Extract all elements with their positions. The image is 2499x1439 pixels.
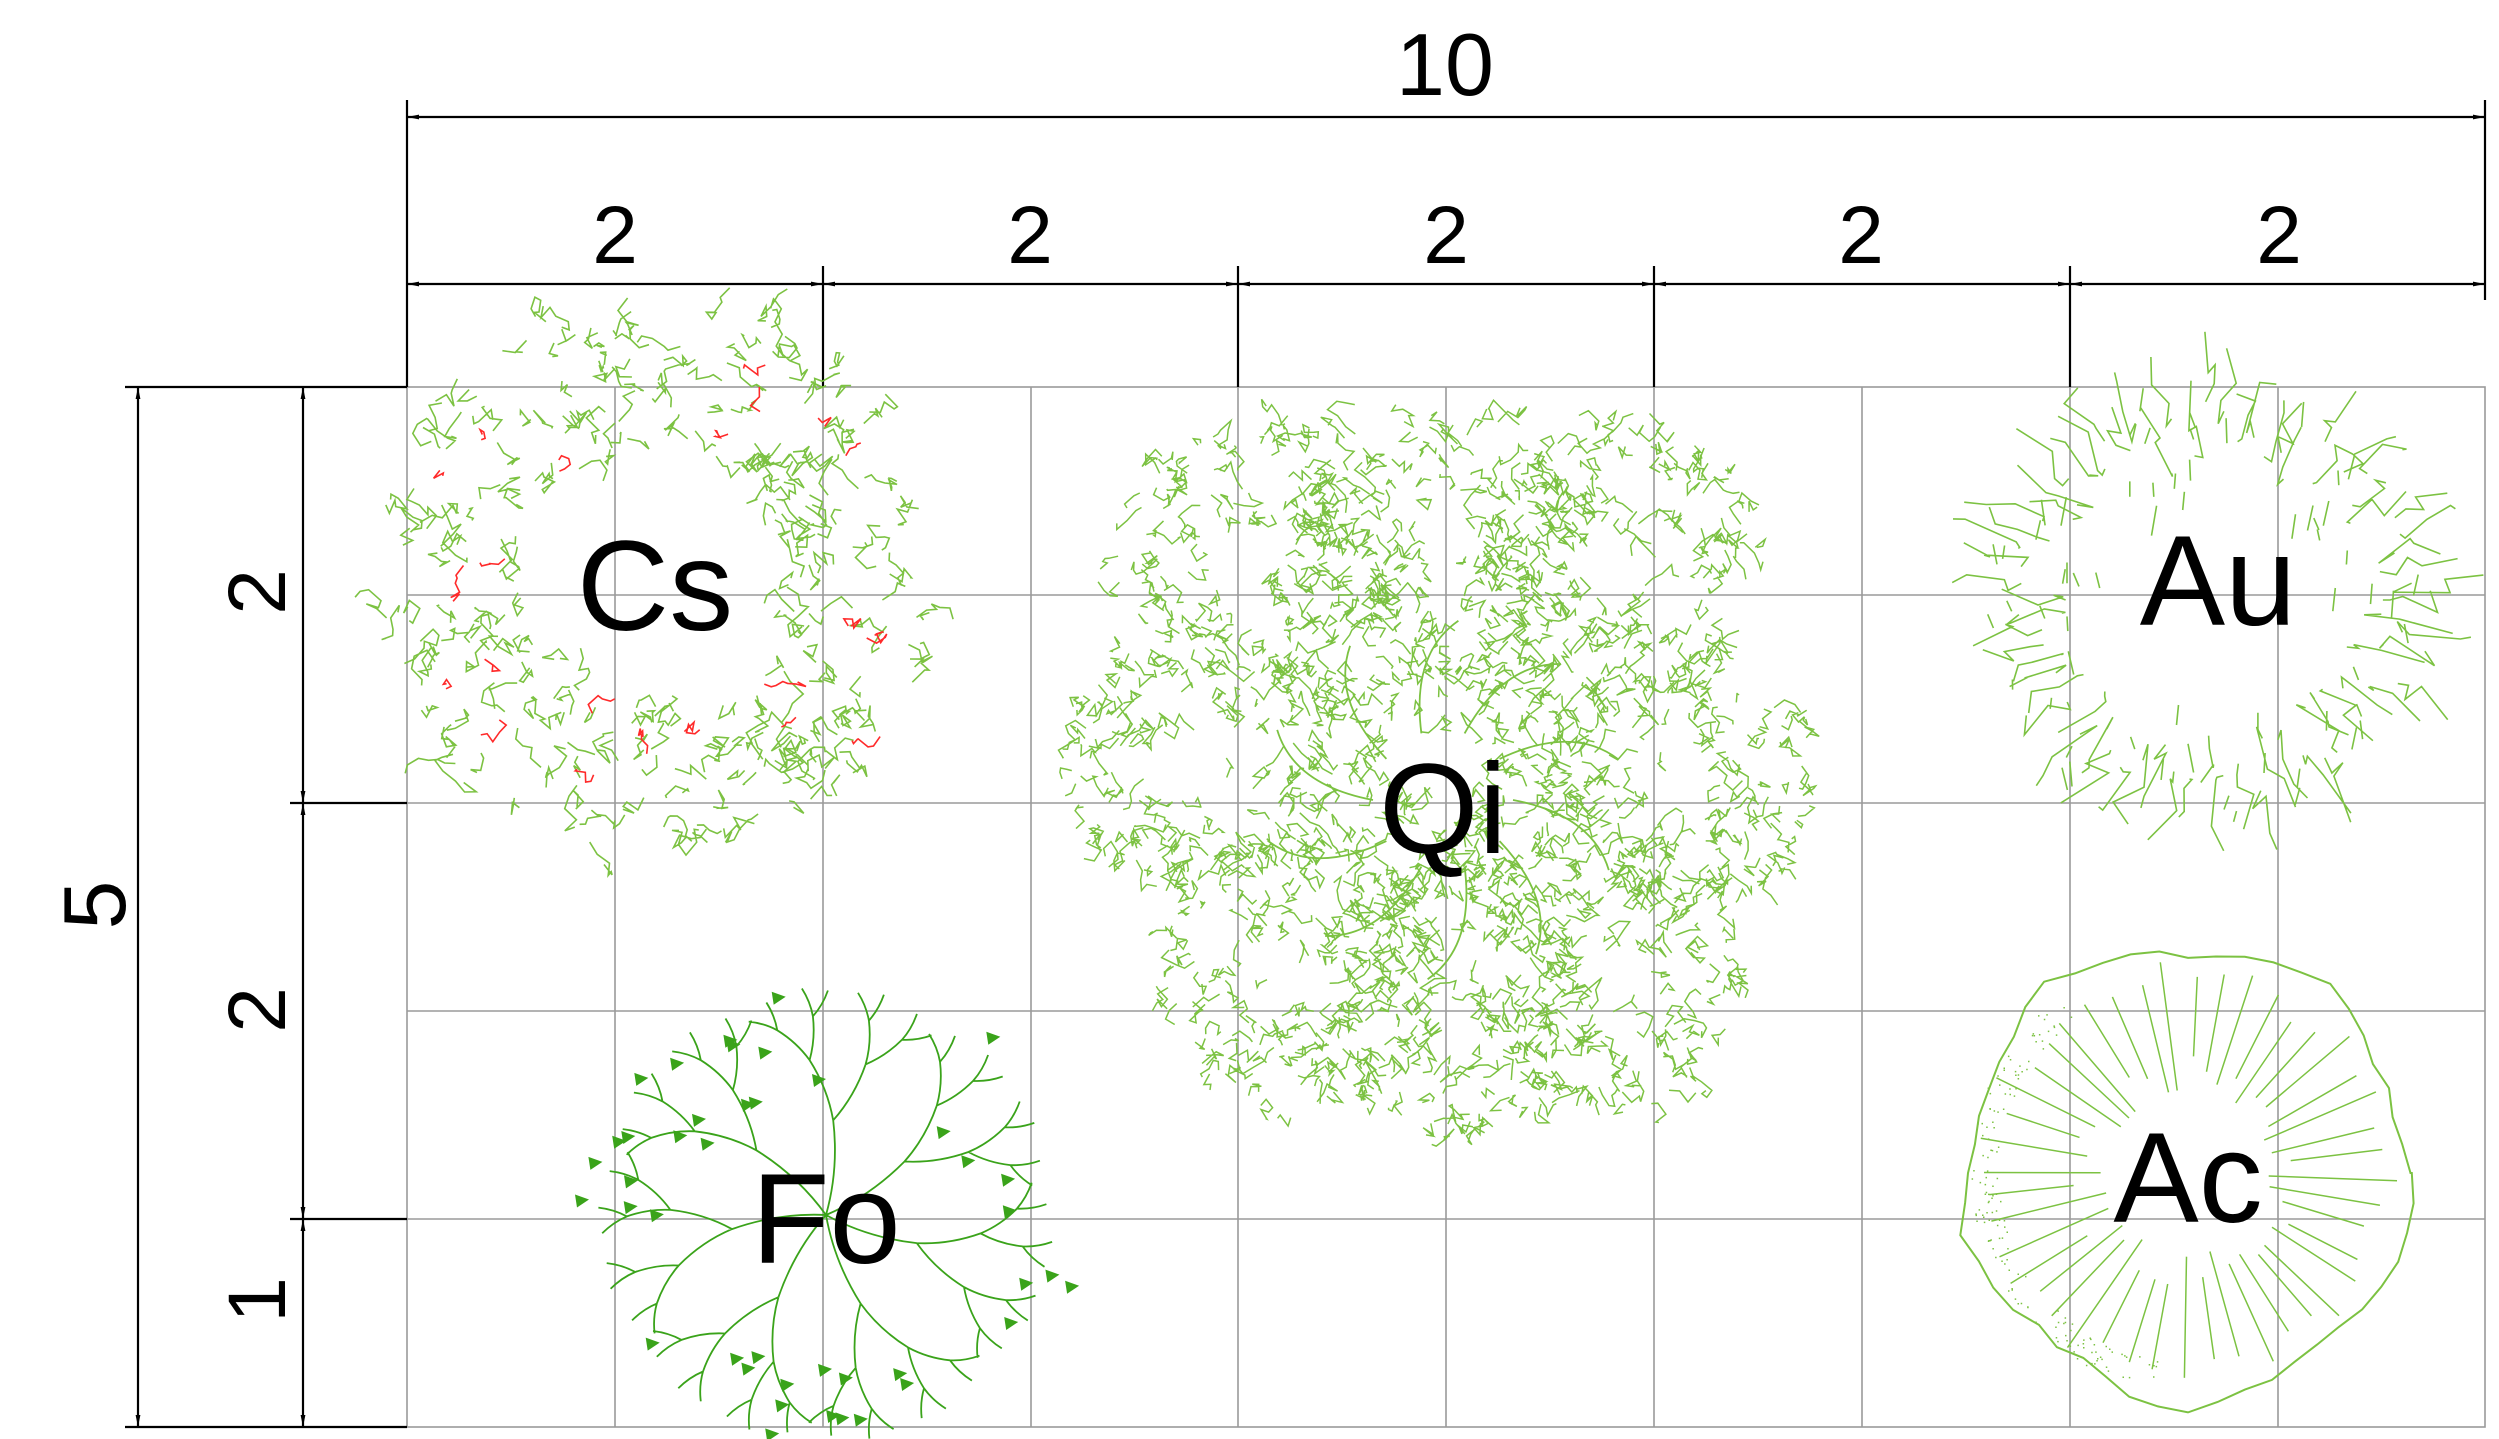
branches (598, 988, 1053, 1439)
leaf-vein-arcs (1267, 619, 1619, 981)
plant-label-qi: Qi (1379, 738, 1507, 881)
column-width-label-1: 2 (592, 190, 638, 281)
crown-outline (1959, 950, 2415, 1414)
row-height-label-1: 2 (212, 569, 303, 615)
total-width-label: 10 (1396, 15, 1494, 114)
plant-label-au: Au (2140, 510, 2297, 653)
column-width-label-2: 2 (1007, 190, 1053, 281)
column-width-label-5: 2 (2256, 190, 2302, 281)
leaf-dashes (1986, 388, 2419, 823)
stipple-shading (1971, 1007, 2159, 1379)
zigzag-branches (1951, 331, 2484, 852)
radial-rays (1980, 962, 2398, 1378)
blob-ring-tree-symbol (354, 287, 954, 879)
dimension-lines (125, 100, 2487, 1429)
column-width-label-4: 2 (1838, 190, 1884, 281)
dense-leaf-tree-symbol (1057, 398, 1820, 1147)
row-height-label-2: 2 (212, 987, 303, 1033)
row-height-label-3: 1 (212, 1277, 303, 1323)
plant-symbols (354, 287, 2484, 1439)
plant-label-cs: Cs (577, 515, 733, 658)
total-height-label: 5 (45, 881, 144, 930)
branching-tree-symbol (575, 988, 1080, 1439)
planting-grid (406, 386, 2486, 1428)
plant-label-fo: Fo (751, 1148, 900, 1291)
plant-label-ac: Ac (2113, 1107, 2262, 1250)
zigzag-crown-tree-symbol (1951, 331, 2484, 852)
radial-crown-tree-symbol (1959, 950, 2415, 1414)
column-width-label-3: 2 (1423, 190, 1469, 281)
